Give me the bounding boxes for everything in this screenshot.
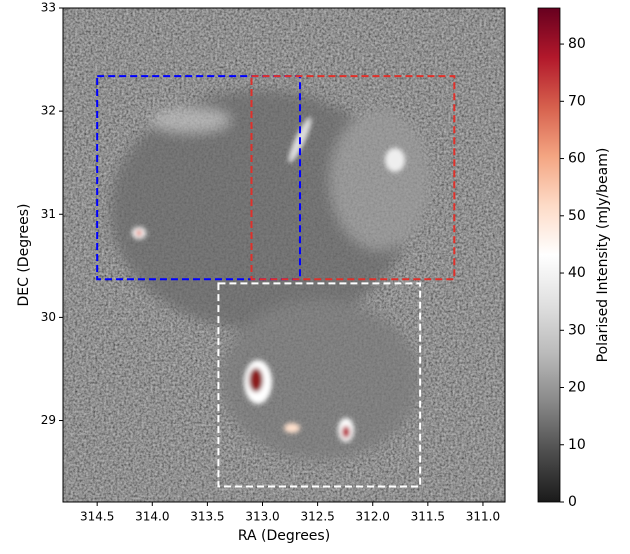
colorbar-tick-label: 30: [568, 322, 586, 338]
x-tick-label: 314.5: [80, 510, 114, 524]
colorbar: [537, 7, 561, 503]
x-tick-label: 313.0: [245, 510, 279, 524]
x-tick-label: 313.5: [190, 510, 224, 524]
sky-image: [63, 8, 505, 502]
x-tick-label: 312.5: [300, 510, 334, 524]
colorbar-tick-label: 50: [568, 208, 586, 224]
y-tick-label: 29: [41, 413, 56, 427]
colorbar-tick-label: 10: [568, 437, 586, 453]
region-box: [250, 75, 456, 281]
colorbar-tick-label: 60: [568, 151, 586, 167]
colorbar-tick-label: 80: [568, 36, 586, 52]
region-box: [96, 75, 301, 281]
x-tick-label: 312.0: [356, 510, 390, 524]
x-tick-label: 314.0: [135, 510, 169, 524]
x-tick-label: 311.0: [466, 510, 500, 524]
colorbar-label: Polarised Intensity (mJy/beam): [595, 148, 611, 363]
x-axis-label: RA (Degrees): [238, 528, 330, 544]
colorbar-tick-label: 40: [568, 265, 586, 281]
y-axis-label: DEC (Degrees): [16, 203, 32, 306]
y-tick-label: 32: [41, 104, 56, 118]
y-tick-label: 31: [41, 207, 56, 221]
region-box: [217, 282, 422, 488]
colorbar-tick-label: 0: [568, 494, 577, 510]
x-tick-label: 311.5: [411, 510, 445, 524]
colorbar-tick-label: 70: [568, 93, 586, 109]
y-tick-label: 33: [41, 1, 56, 15]
plot-frame: [62, 7, 506, 503]
colorbar-tick-label: 20: [568, 380, 586, 396]
y-tick-label: 30: [41, 310, 56, 324]
